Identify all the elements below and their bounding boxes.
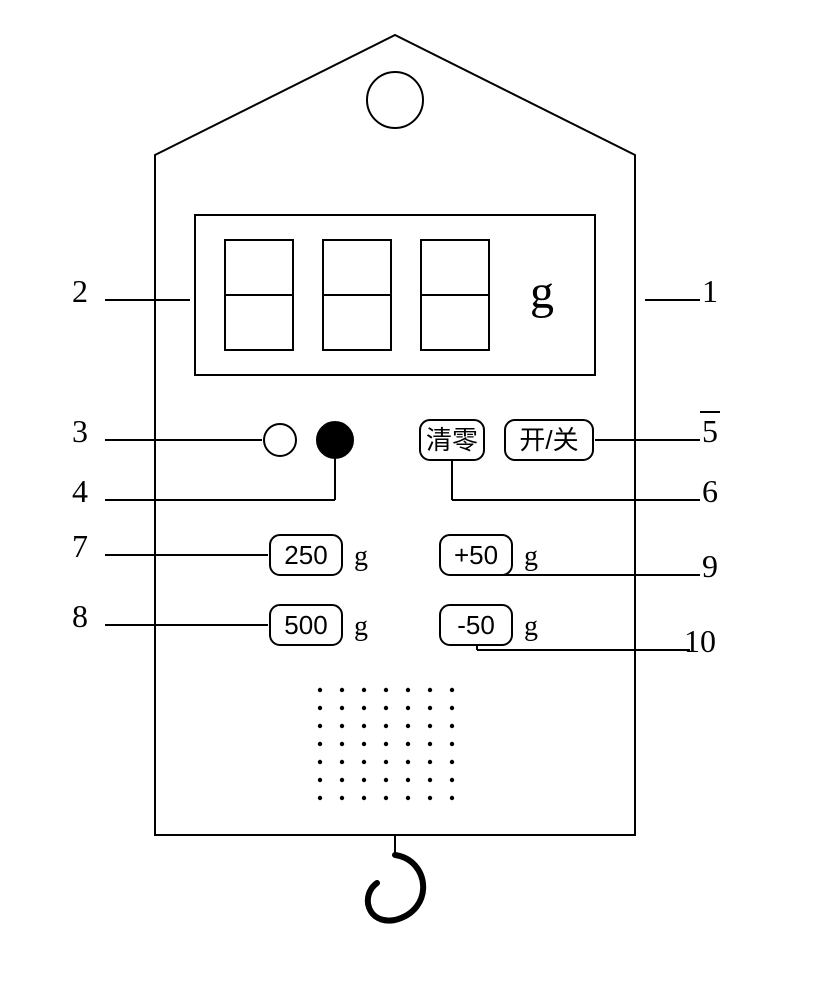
svg-text:+50: +50 xyxy=(454,540,498,570)
svg-text:1: 1 xyxy=(702,273,718,309)
svg-text:250: 250 xyxy=(284,540,327,570)
svg-text:500: 500 xyxy=(284,610,327,640)
svg-text:g: g xyxy=(524,611,538,642)
svg-text:4: 4 xyxy=(72,473,88,509)
svg-text:开/关: 开/关 xyxy=(519,425,578,455)
diagram-svg: 清零 开/关 250 g 500 g +50 g -50 g 1 2 3 4 5 6 7 8 9 10 xyxy=(0,0,822,982)
svg-text:6: 6 xyxy=(702,473,718,509)
svg-text:9: 9 xyxy=(702,548,718,584)
svg-text:清零: 清零 xyxy=(426,425,478,455)
svg-text:2: 2 xyxy=(72,273,88,309)
svg-text:-50: -50 xyxy=(457,610,495,640)
svg-text:5: 5 xyxy=(702,413,718,449)
diagram-canvas: 清零 开/关 250 g 500 g +50 g -50 g 1 2 3 4 5 6 7 8 9 10 g xyxy=(0,0,822,982)
svg-text:g: g xyxy=(354,541,368,572)
svg-text:g: g xyxy=(524,541,538,572)
svg-text:8: 8 xyxy=(72,598,88,634)
svg-text:g: g xyxy=(354,611,368,642)
display-unit: g xyxy=(530,265,554,320)
svg-text:3: 3 xyxy=(72,413,88,449)
svg-text:10: 10 xyxy=(684,623,716,659)
svg-text:7: 7 xyxy=(72,528,88,564)
